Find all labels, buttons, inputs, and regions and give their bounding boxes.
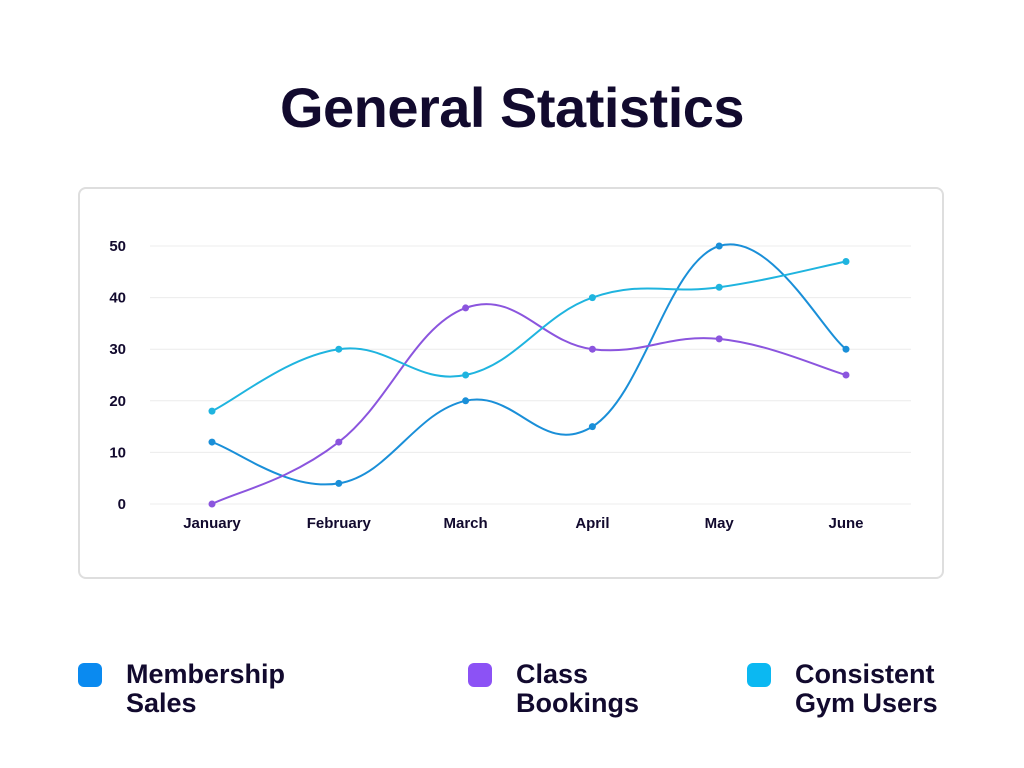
data-points bbox=[208, 242, 850, 508]
data-point-class-bookings bbox=[842, 371, 850, 379]
data-point-membership-sales bbox=[462, 397, 470, 405]
series-line-consistent-gym-users bbox=[211, 260, 847, 413]
legend-swatch-membership-sales bbox=[78, 663, 102, 687]
legend-label-line2: Sales bbox=[126, 688, 197, 718]
data-point-membership-sales bbox=[335, 479, 343, 487]
data-point-consistent-gym-users bbox=[588, 294, 596, 302]
legend-swatch-consistent-gym-users bbox=[747, 663, 771, 687]
axis-labels: 0 10 20 30 40 50 January February March April May J… bbox=[109, 238, 863, 532]
x-tick-label: February bbox=[307, 515, 372, 532]
legend-label-class-bookings: Class Bookings bbox=[516, 660, 639, 718]
legend-label-consistent-gym-users: Consistent Gym Users bbox=[795, 660, 938, 718]
x-tick-label: May bbox=[705, 515, 735, 532]
y-tick-label: 10 bbox=[109, 444, 126, 461]
series-lines bbox=[211, 243, 847, 505]
data-point-consistent-gym-users bbox=[208, 407, 216, 415]
data-point-class-bookings bbox=[335, 438, 343, 446]
y-tick-label: 20 bbox=[109, 393, 126, 410]
legend-label-line1: Membership bbox=[126, 659, 286, 689]
y-tick-label: 30 bbox=[109, 341, 126, 358]
legend-label-line2: Bookings bbox=[516, 688, 640, 718]
data-point-class-bookings bbox=[588, 345, 596, 353]
grid-lines bbox=[150, 245, 911, 505]
x-tick-label: April bbox=[575, 515, 609, 532]
page-title: General Statistics bbox=[279, 76, 745, 139]
legend-swatch-class-bookings bbox=[468, 663, 492, 687]
data-point-consistent-gym-users bbox=[462, 371, 470, 379]
legend-item-class-bookings: Class Bookings bbox=[468, 660, 639, 718]
x-tick-label: March bbox=[444, 515, 488, 532]
chart-card: 0 10 20 30 40 50 January February March April May J… bbox=[78, 187, 944, 579]
data-point-membership-sales bbox=[842, 345, 850, 353]
y-tick-label: 40 bbox=[109, 290, 126, 307]
legend-item-membership-sales: Membership Sales bbox=[78, 660, 285, 718]
legend-label-line2: Gym Users bbox=[795, 688, 938, 718]
y-tick-label: 50 bbox=[109, 238, 126, 255]
legend-label-line1: Class bbox=[516, 659, 589, 689]
data-point-membership-sales bbox=[715, 242, 723, 250]
data-point-class-bookings bbox=[715, 335, 723, 343]
data-point-class-bookings bbox=[462, 304, 470, 312]
x-tick-label: January bbox=[183, 515, 241, 532]
data-point-consistent-gym-users bbox=[842, 257, 850, 265]
data-point-membership-sales bbox=[208, 438, 216, 446]
legend-label-line1: Consistent bbox=[795, 659, 935, 689]
data-point-class-bookings bbox=[208, 500, 216, 508]
data-point-consistent-gym-users bbox=[335, 345, 343, 353]
series-line-membership-sales bbox=[211, 243, 847, 486]
legend-item-consistent-gym-users: Consistent Gym Users bbox=[747, 660, 938, 718]
x-tick-label: June bbox=[828, 515, 863, 532]
data-point-consistent-gym-users bbox=[715, 283, 723, 291]
line-chart: 0 10 20 30 40 50 January February March April May J… bbox=[109, 238, 911, 532]
series-line-class-bookings bbox=[211, 303, 847, 505]
y-tick-label: 0 bbox=[118, 496, 126, 513]
data-point-membership-sales bbox=[588, 423, 596, 431]
legend-label-membership-sales: Membership Sales bbox=[126, 660, 285, 718]
